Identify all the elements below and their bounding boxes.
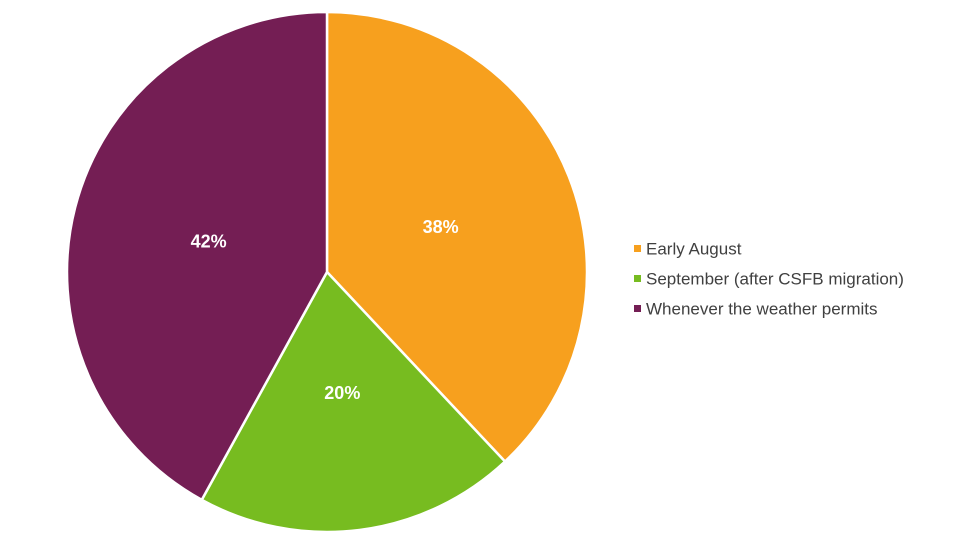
- legend-label-3: Whenever the weather permits: [646, 300, 878, 319]
- legend-swatch-2: [634, 275, 641, 282]
- legend-swatch-3: [634, 305, 641, 312]
- legend: Early August September (after CSFB migrat…: [634, 240, 904, 319]
- pie-slice-1: [325, 10, 589, 463]
- data-label-3: 42%: [191, 232, 227, 252]
- data-label-1: 38%: [423, 217, 459, 237]
- pie-slice-3: [65, 10, 329, 502]
- data-label-2: 20%: [324, 383, 360, 403]
- pie-slices: [65, 10, 589, 534]
- pie-data-labels: 38% 20% 42%: [191, 217, 459, 403]
- legend-label-1: Early August: [646, 240, 742, 259]
- legend-swatch-1: [634, 245, 641, 252]
- legend-label-2: September (after CSFB migration): [646, 270, 904, 289]
- pie-slice-2: [200, 270, 507, 534]
